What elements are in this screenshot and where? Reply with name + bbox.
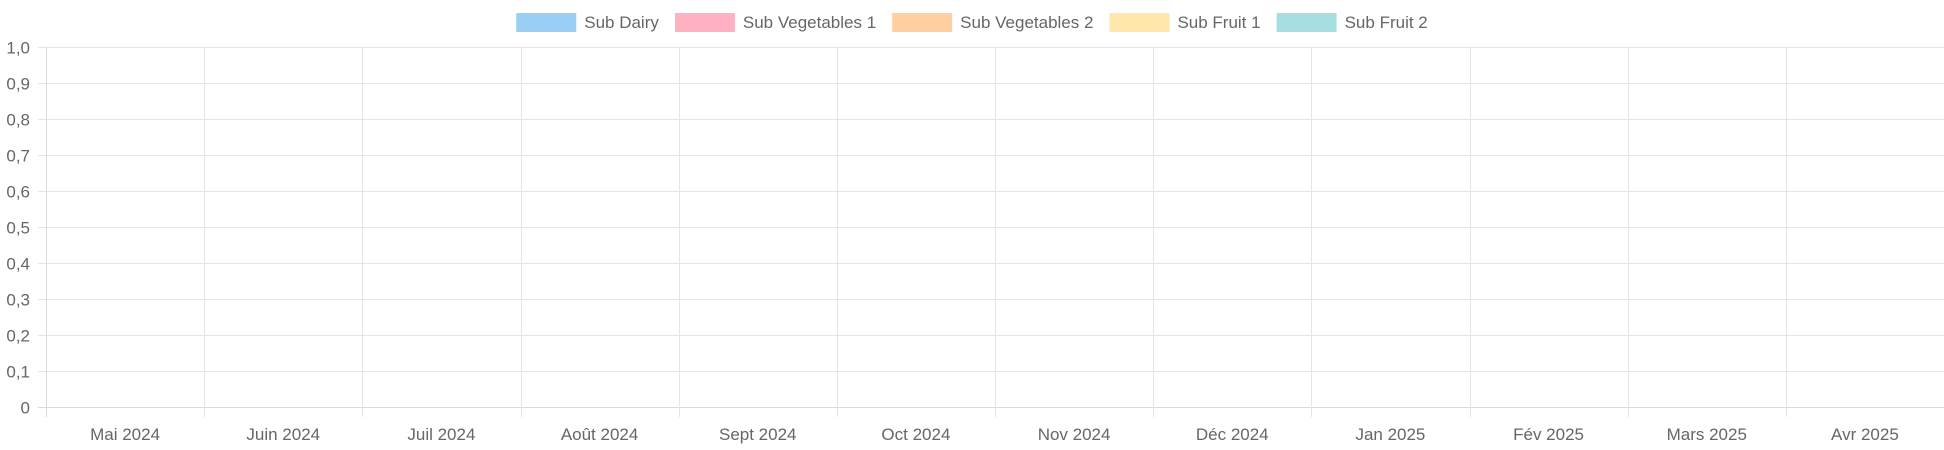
legend-label: Sub Fruit 1 <box>1177 13 1260 32</box>
legend-swatch <box>516 13 577 32</box>
y-tick-label: 0,5 <box>6 219 30 238</box>
legend-swatch <box>674 13 735 32</box>
x-tick-label: Août 2024 <box>561 425 639 444</box>
legend-item[interactable]: Sub Vegetables 1 <box>674 13 876 32</box>
x-tick-label: Nov 2024 <box>1038 425 1111 444</box>
legend-label: Sub Fruit 2 <box>1345 13 1428 32</box>
y-tick-label: 1,0 <box>6 39 30 58</box>
axis-layer: 0 0,1 0,2 0,3 0,4 0,5 0,6 0,7 0,8 0,9 1,0 Mai 2024 J… <box>6 39 1898 445</box>
legend[interactable]: Sub Dairy Sub Vegetables 1 Sub Vegetables … <box>516 13 1428 32</box>
y-tick-label: 0,3 <box>6 291 30 310</box>
y-tick-label: 0,7 <box>6 147 30 166</box>
x-tick-label: Mars 2025 <box>1667 425 1747 444</box>
legend-item[interactable]: Sub Fruit 1 <box>1109 13 1261 32</box>
y-tick-label: 0 <box>21 399 30 418</box>
legend-item[interactable]: Sub Dairy <box>516 13 659 32</box>
legend-swatch <box>1109 13 1170 32</box>
legend-swatch <box>892 13 953 32</box>
grid-layer <box>38 47 1944 417</box>
y-tick-label: 0,2 <box>6 327 30 346</box>
x-tick-label: Juin 2024 <box>246 425 320 444</box>
legend-label: Sub Vegetables 1 <box>743 13 876 32</box>
legend-label: Sub Vegetables 2 <box>960 13 1093 32</box>
y-tick-label: 0,8 <box>6 111 30 130</box>
legend-label: Sub Dairy <box>584 13 659 32</box>
x-tick-label: Fév 2025 <box>1513 425 1584 444</box>
y-tick-label: 0,9 <box>6 75 30 94</box>
x-tick-label: Juil 2024 <box>407 425 475 444</box>
y-tick-label: 0,6 <box>6 183 30 202</box>
y-tick-label: 0,4 <box>6 255 30 274</box>
x-tick-label: Mai 2024 <box>90 425 160 444</box>
x-tick-label: Oct 2024 <box>881 425 950 444</box>
y-tick-label: 0,1 <box>6 363 30 382</box>
legend-swatch <box>1276 13 1337 32</box>
x-tick-label: Jan 2025 <box>1355 425 1425 444</box>
x-tick-label: Déc 2024 <box>1196 425 1269 444</box>
x-tick-label: Avr 2025 <box>1831 425 1899 444</box>
legend-item[interactable]: Sub Vegetables 2 <box>892 13 1093 32</box>
legend-item[interactable]: Sub Fruit 2 <box>1276 13 1428 32</box>
x-tick-label: Sept 2024 <box>719 425 797 444</box>
